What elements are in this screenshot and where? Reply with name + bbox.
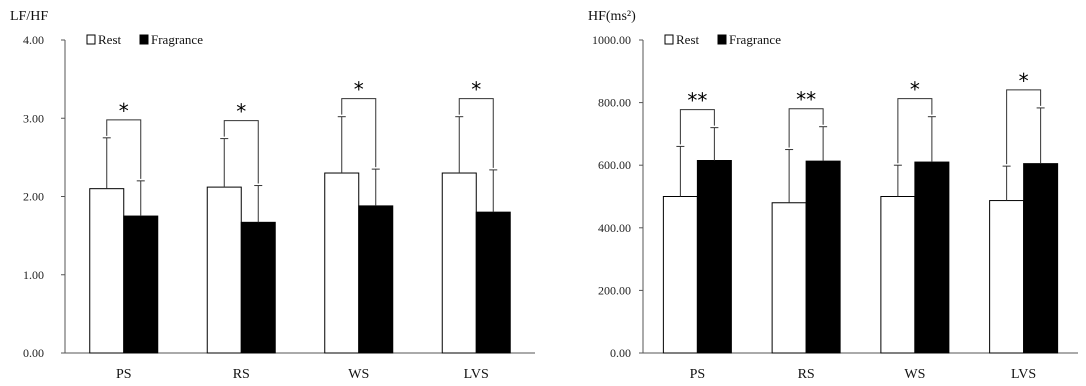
significance-marker: ** [796,88,816,112]
legend-swatch-fragrance [139,34,149,45]
significance-bracket [458,98,494,168]
legend-label-fragrance: Fragrance [151,32,203,47]
bar-rest-ws [324,172,360,354]
significance-bracket [341,98,377,168]
legend-label-rest: Rest [98,32,122,47]
bar-rest-rs [771,202,807,354]
y-tick-label: 4.00 [23,33,44,47]
y-tick-label: 1.00 [23,268,44,282]
x-category-label: LVS [464,367,489,382]
x-category-label: LVS [1011,367,1036,382]
significance-marker: * [1019,69,1029,93]
significance-marker: * [236,100,246,124]
significance-bracket [223,120,259,184]
bar-rest-rs [206,186,242,354]
significance-marker: * [471,78,481,102]
x-category-label: PS [690,367,706,382]
bar-fragrance-lvs [475,211,511,354]
y-tick-label: 2.00 [23,190,44,204]
legend-swatch-rest [664,34,674,45]
y-tick-label: 800.00 [598,96,631,110]
bar-rest-ps [89,188,125,354]
x-category-label: PS [116,367,132,382]
y-tick-label: 600.00 [598,158,631,172]
significance-marker: * [910,78,920,102]
significance-bracket [1006,89,1042,165]
y-tick-label: 1000.00 [592,33,631,47]
y-tick-label: 400.00 [598,221,631,235]
x-category-label: WS [904,367,925,382]
bar-fragrance-ps [123,215,159,354]
bar-rest-lvs [441,172,477,354]
significance-bracket [679,109,715,145]
significance-marker: * [119,99,129,123]
x-category-label: RS [233,367,250,382]
legend-label-rest: Rest [676,32,700,47]
bar-rest-lvs [989,200,1025,354]
chart-hf: 0.00 200.00 400.00 600.00 800.00 1000.00 HF(ms… [588,9,1078,382]
chart-lf-hf: 0.00 1.00 2.00 3.00 4.00 LF/HF Rest Fragrance * P… [10,9,535,382]
bar-fragrance-lvs [1023,163,1059,354]
significance-bracket [106,119,142,179]
bar-fragrance-ws [914,161,950,354]
y-axis-title: LF/HF [10,9,48,24]
bar-rest-ps [662,196,698,354]
legend-swatch-rest [86,34,96,45]
significance-bracket [897,98,933,164]
significance-bracket [788,108,824,148]
y-tick-label: 200.00 [598,283,631,297]
y-tick-label: 0.00 [610,346,631,360]
y-tick-label: 3.00 [23,111,44,125]
x-category-label: WS [348,367,369,382]
significance-marker: ** [687,89,707,113]
y-axis-title: HF(ms²) [588,9,636,24]
bar-rest-ws [880,196,916,354]
legend-label-fragrance: Fragrance [729,32,781,47]
significance-marker: * [354,78,364,102]
bar-fragrance-ws [358,205,394,354]
y-tick-label: 0.00 [23,346,44,360]
bar-fragrance-rs [240,221,276,354]
x-category-label: RS [798,367,815,382]
bar-fragrance-ps [696,160,732,354]
legend-swatch-fragrance [717,34,727,45]
bar-fragrance-rs [805,160,841,354]
